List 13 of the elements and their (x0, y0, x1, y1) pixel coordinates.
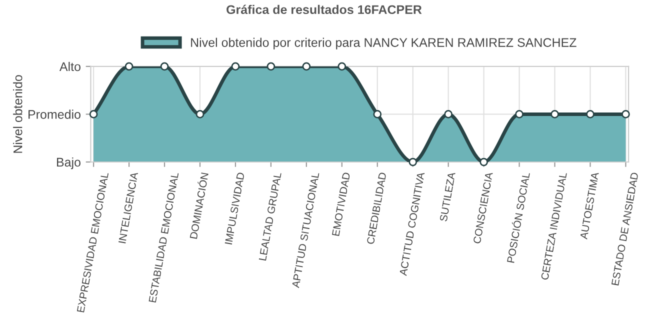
x-tick-label: POSICIÓN SOCIAL (505, 172, 530, 263)
category-label: Promedio (28, 110, 80, 119)
y-axis-title: Nivel obtenido (13, 75, 22, 153)
category-label: Bajo (57, 157, 80, 170)
chart-title: Gráfica de resultados 16FACPER (226, 4, 422, 14)
x-tick-label: ESTADO DE ANSIEDAD (611, 172, 638, 286)
legend-label: Nivel obtenido por criterio para NANCY KAREN RAMIREZ SANCHEZ (191, 38, 576, 50)
x-tick-label: SUTILEZA (440, 172, 456, 222)
x-tick-label: EMOTIVIDAD (332, 172, 350, 236)
category-label: Alto (59, 62, 80, 72)
x-tick-label: ACTITUD COGNITIVA (399, 172, 425, 276)
x-tick-label: LEALTAD GRUPAL (258, 172, 282, 261)
x-tick-label: CERTEZA INDIVIDUAL (540, 172, 567, 280)
